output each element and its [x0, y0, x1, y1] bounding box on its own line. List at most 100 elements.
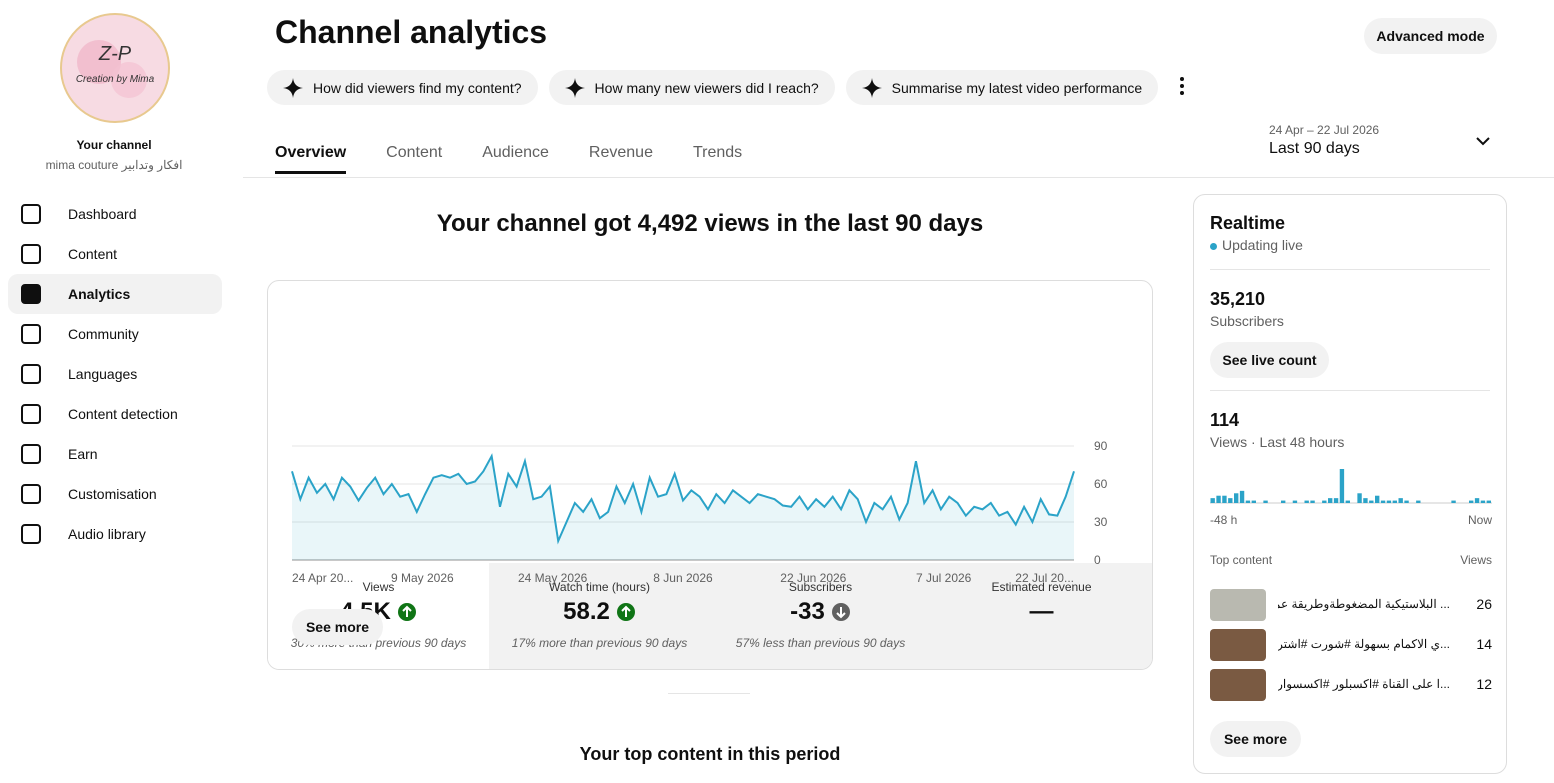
- overview-card: Views4.5K30% more than previous 90 daysW…: [267, 280, 1153, 670]
- nav-item[interactable]: Customisation: [8, 474, 222, 514]
- nav-item[interactable]: Community: [8, 314, 222, 354]
- item-title[interactable]: ...ي الاكمام بسهولة #شورت #اشتراك: [1278, 637, 1450, 651]
- nav-item[interactable]: Dashboard: [8, 194, 222, 234]
- divider: [1210, 269, 1490, 270]
- tab[interactable]: Trends: [692, 144, 743, 161]
- bar: [1234, 493, 1239, 503]
- prompt-text: How many new viewers did I reach?: [594, 79, 819, 96]
- metric-card[interactable]: Watch time (hours) 58.2 17% more than prev…: [489, 563, 711, 669]
- bar: [1281, 500, 1286, 503]
- bar: [1310, 500, 1315, 503]
- item-title[interactable]: ... البلاستيكية المضغوطةوطريقة عملها: [1278, 597, 1450, 611]
- nav-label: Analytics: [68, 286, 131, 302]
- trend-arrow: [402, 605, 412, 617]
- realtime-card: Realtime Updating live 35,210 Subscriber…: [1193, 194, 1507, 774]
- bar: [1451, 500, 1456, 503]
- x-tick-label: 9 May 2026: [391, 571, 454, 585]
- bar: [1375, 495, 1380, 503]
- bar: [1322, 500, 1327, 503]
- y-tick-label: 90: [1094, 439, 1108, 453]
- sparkle-icon: [564, 77, 585, 98]
- nav-icon: [21, 484, 41, 504]
- date-period[interactable]: Last 90 days: [1269, 140, 1360, 157]
- bar: [1222, 495, 1227, 503]
- icon-shape: [21, 244, 41, 264]
- see-more[interactable]: See more: [292, 609, 383, 645]
- metric-value: 58.2: [563, 598, 610, 625]
- realtime-status: Updating live: [1210, 237, 1303, 253]
- metric-value-row: 58.2: [489, 598, 710, 626]
- bar: [1398, 498, 1403, 503]
- top-content-title: Your top content in this period: [579, 744, 841, 764]
- nav-item[interactable]: Analytics: [8, 274, 222, 314]
- thumbnail[interactable]: [1210, 629, 1266, 661]
- line-chart: 0 30 60 90 24 Apr 20... 9 May 2026 24 May 2026…: [291, 439, 1108, 585]
- item-views: 14: [1476, 636, 1492, 652]
- tab[interactable]: Overview: [275, 144, 347, 174]
- bar: [1380, 500, 1386, 503]
- see-live-count[interactable]: See live count: [1210, 342, 1329, 378]
- prompt-text: How did viewers find my content?: [313, 79, 522, 96]
- sparkle: [861, 77, 882, 98]
- prompt-chip[interactable]: Summarise my latest video performance: [845, 70, 1159, 105]
- svg-text:Z-P: Z-P: [98, 43, 132, 65]
- bar: [1339, 469, 1345, 503]
- metric-label: Views: [362, 580, 395, 594]
- thumbnail[interactable]: [1210, 589, 1266, 621]
- sparkle-icon: [861, 77, 882, 98]
- subscriber-count: 35,210: [1210, 289, 1266, 309]
- tab[interactable]: Audience: [482, 144, 549, 161]
- bar: [1369, 500, 1374, 503]
- avatar-text: Creation by Mima: [76, 74, 155, 85]
- line: [291, 453, 1075, 545]
- bar: [1480, 500, 1486, 503]
- more-icon[interactable]: [1172, 76, 1192, 98]
- views-header: Views: [1460, 553, 1492, 567]
- metric-value-row: -33: [710, 598, 931, 626]
- tab[interactable]: Content: [386, 144, 443, 161]
- y-tick-label: 60: [1094, 477, 1108, 491]
- y-tick-label: 0: [1094, 553, 1101, 567]
- nav-item[interactable]: Content: [8, 234, 222, 274]
- icon-shape: [21, 364, 41, 384]
- bar: [1245, 500, 1251, 503]
- nav-label: Earn: [68, 446, 98, 462]
- x-tick-label: 24 Apr 20...: [292, 571, 353, 585]
- bar: [1251, 500, 1256, 503]
- chevron[interactable]: [1474, 134, 1492, 148]
- icon-shape: [21, 444, 41, 464]
- nav-icon: [21, 404, 41, 424]
- nav-item[interactable]: Audio library: [8, 514, 222, 554]
- nav-label: Audio library: [68, 526, 146, 542]
- x-tick-label: 8 Jun 2026: [653, 571, 713, 585]
- bar: [1292, 500, 1298, 503]
- separator: [668, 693, 750, 694]
- bar: [1333, 498, 1339, 503]
- bar: [1386, 500, 1392, 503]
- prompt-chip[interactable]: How did viewers find my content?: [267, 70, 538, 105]
- nav-label: Dashboard: [68, 206, 137, 222]
- avatar[interactable]: Z-P Creation by Mima: [59, 12, 171, 124]
- metric-note: 17% more than previous 90 days: [511, 636, 688, 650]
- nav-item[interactable]: Content detection: [8, 394, 222, 434]
- nav-item[interactable]: Earn: [8, 434, 222, 474]
- y-tick-label: 30: [1094, 515, 1108, 529]
- metric-card[interactable]: Subscribers -33 57% less than previous 90 …: [710, 563, 932, 669]
- bar: [1228, 498, 1233, 503]
- bar: [1328, 498, 1333, 503]
- nav-item[interactable]: Languages: [8, 354, 222, 394]
- channel-name: mima couture افكار وتدابير: [45, 158, 183, 172]
- bar: [1304, 500, 1309, 503]
- metric-card[interactable]: Estimated revenue —: [931, 563, 1152, 669]
- bar: [1363, 498, 1368, 503]
- metric-value: —: [1029, 598, 1054, 625]
- advanced-mode[interactable]: Advanced mode: [1364, 18, 1497, 54]
- prompt-chip[interactable]: How many new viewers did I reach?: [548, 70, 835, 105]
- status-text: Updating live: [1222, 237, 1303, 253]
- item-title[interactable]: ...ا على القناة #اكسبلور #اكسسوارات: [1278, 677, 1450, 691]
- thumbnail[interactable]: [1210, 669, 1266, 701]
- tab[interactable]: Revenue: [588, 144, 653, 161]
- realtime-see-more[interactable]: See more: [1210, 721, 1301, 757]
- icon-shape: [21, 324, 41, 344]
